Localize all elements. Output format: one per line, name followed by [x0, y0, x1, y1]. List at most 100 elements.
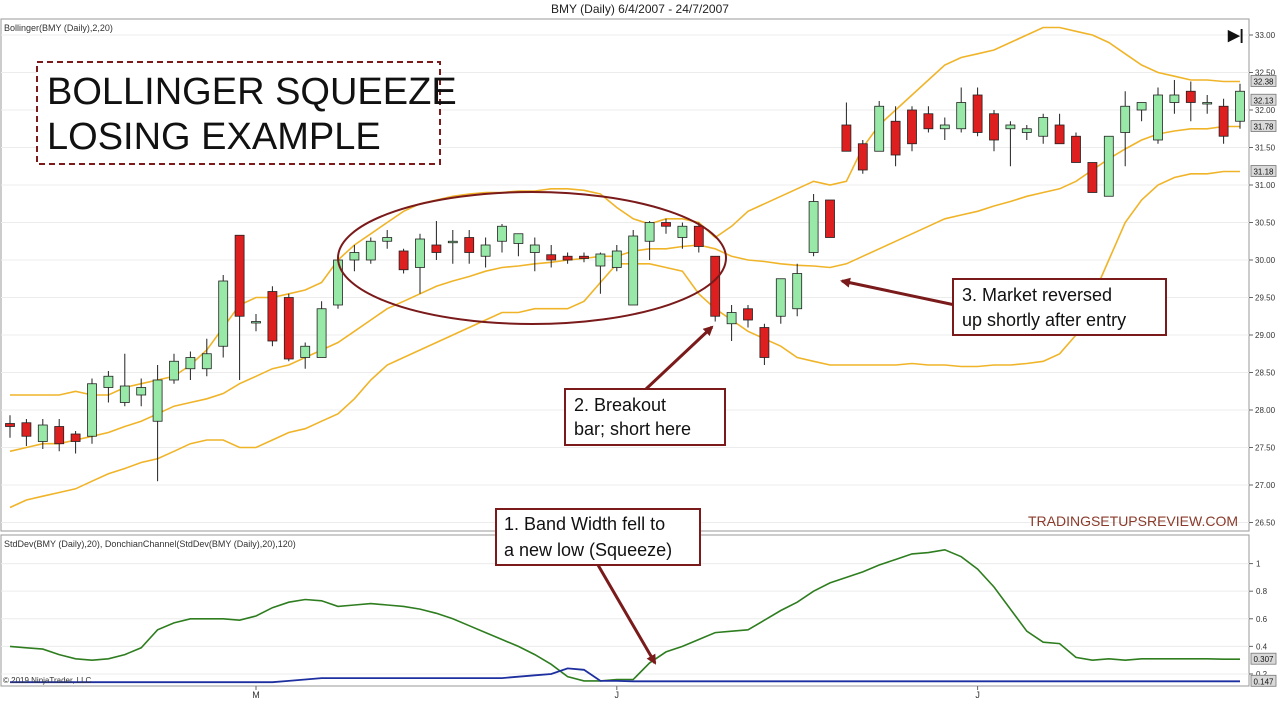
chart-title: BMY (Daily) 6/4/2007 - 24/7/2007	[551, 2, 729, 16]
candle	[661, 218, 671, 234]
candle-body	[1038, 117, 1049, 137]
candle	[907, 106, 917, 152]
candle	[169, 353, 179, 384]
candle-body	[1103, 135, 1114, 197]
candle-body	[267, 291, 278, 342]
candle-body	[661, 222, 671, 227]
price-marker-label: 32.38	[1253, 78, 1274, 87]
candle	[1054, 113, 1065, 145]
price-marker-label: 31.18	[1253, 168, 1274, 177]
x-tick-label: J	[975, 690, 980, 700]
price-y-tick-label: 31.00	[1255, 181, 1276, 190]
bollinger-lower-line	[9, 170, 1240, 509]
candle	[103, 371, 114, 403]
note1-box	[495, 508, 701, 566]
candle-body	[283, 297, 294, 360]
indicator-y-tick-label: 1	[1256, 560, 1261, 569]
candle-body	[349, 252, 360, 261]
candle	[54, 419, 65, 452]
candle	[398, 248, 409, 274]
candle	[923, 106, 934, 133]
candle-body	[382, 237, 393, 242]
candle	[874, 101, 885, 152]
candle	[693, 222, 704, 253]
indicator-y-tick-label: 0.4	[1256, 642, 1268, 651]
candle	[21, 419, 32, 446]
candle-body	[513, 233, 524, 244]
donchian-low-line	[10, 667, 1240, 684]
candle	[1185, 81, 1196, 122]
candle-body	[21, 422, 32, 437]
candle	[447, 230, 458, 264]
bollinger-upper-line	[10, 26, 1240, 396]
candle	[1005, 121, 1016, 167]
indicator-y-tick-label: 0.6	[1256, 615, 1268, 624]
candle	[119, 353, 130, 407]
candle-body	[611, 250, 622, 268]
candle-body	[1120, 105, 1131, 133]
candle	[283, 293, 294, 362]
candle	[1235, 83, 1245, 129]
price-y-tick-label: 33.00	[1255, 31, 1276, 40]
candle-body	[1136, 102, 1147, 111]
candle-body	[677, 225, 688, 238]
candle	[792, 263, 803, 317]
candle	[513, 233, 524, 257]
candle-body	[1153, 94, 1163, 141]
price-marker-box	[1250, 75, 1277, 87]
candle-body	[562, 255, 573, 261]
candle-body	[1185, 90, 1196, 103]
stddev-line	[9, 548, 1240, 682]
candle	[201, 338, 212, 377]
candle	[890, 106, 901, 167]
candle-body	[1087, 162, 1098, 193]
candle	[415, 233, 425, 294]
candle	[956, 87, 967, 133]
note1-line-1: 1. Band Width fell to	[504, 514, 665, 534]
candle-body	[415, 238, 425, 268]
candle-body	[169, 360, 179, 381]
indicator-y-axis: 0.2 0.4 0.6 0.8 1	[1249, 560, 1268, 679]
candle-body	[447, 240, 458, 244]
note1-arrow	[596, 564, 657, 665]
candle	[464, 230, 475, 264]
candle	[644, 221, 655, 260]
candle	[677, 222, 688, 249]
candle-body	[1071, 135, 1081, 163]
candle	[939, 117, 950, 140]
candle	[480, 237, 491, 268]
candle	[333, 259, 343, 309]
candle	[611, 245, 622, 272]
price-marker-box	[1250, 165, 1277, 177]
price-y-tick-label: 29.50	[1255, 294, 1276, 303]
candle	[1103, 135, 1114, 197]
candle	[726, 305, 737, 341]
candle-body	[726, 312, 737, 325]
candle-body	[628, 235, 639, 306]
candle-body	[480, 244, 491, 257]
candle-body	[759, 327, 770, 358]
candle-body	[710, 255, 721, 317]
price-marker-label: 31.78	[1253, 123, 1274, 132]
stddev-indicator-label: StdDev(BMY (Daily),20), DonchianChannel(…	[4, 539, 296, 549]
candle	[546, 245, 557, 268]
candle-body	[644, 222, 655, 242]
note2-arrow	[644, 325, 714, 391]
candle-body	[939, 124, 950, 130]
candle	[1021, 125, 1032, 140]
candles	[5, 80, 1245, 482]
note2-box	[564, 388, 726, 446]
candle	[70, 431, 81, 454]
indicator-marker-box	[1250, 652, 1277, 665]
candle-body	[1054, 124, 1065, 145]
indicator-lines	[9, 548, 1240, 684]
price-marker-box	[1250, 120, 1277, 132]
scroll-to-end-button[interactable]: ▶|	[1227, 27, 1244, 44]
candle-body	[333, 259, 343, 306]
candle-body	[1218, 105, 1229, 137]
candle-body	[54, 426, 65, 445]
candle	[251, 314, 261, 332]
candle-body	[1202, 102, 1213, 105]
candle-body	[497, 225, 507, 242]
candle	[1202, 95, 1213, 114]
